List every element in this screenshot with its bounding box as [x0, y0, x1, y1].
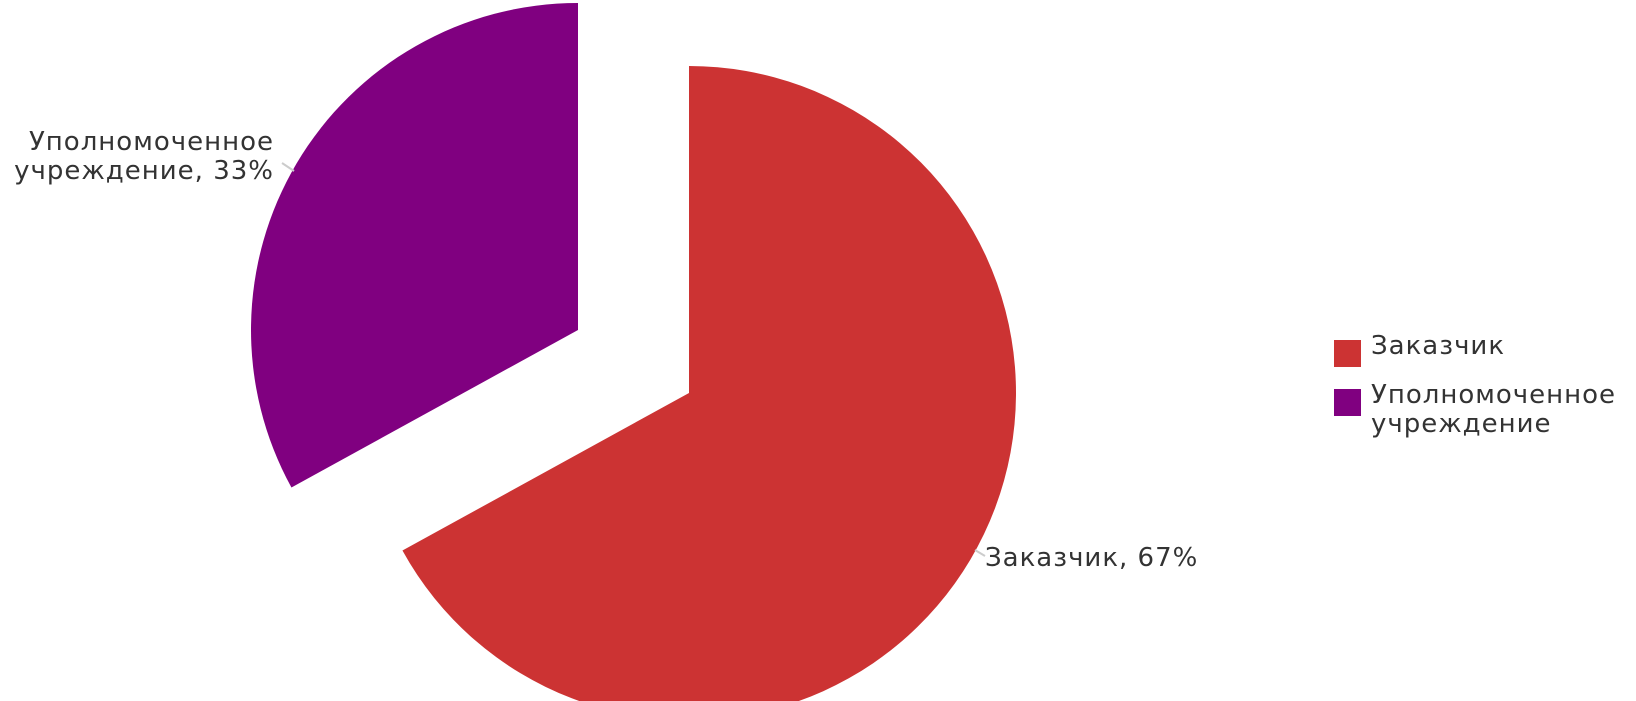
- slice-label-leader-1: [281, 162, 295, 172]
- pie-slice-1[interactable]: [250, 3, 579, 488]
- chart-legend: Заказчик Уполномоченное учреждение: [1334, 332, 1634, 453]
- legend-label-zakazchik: Заказчик: [1371, 331, 1506, 361]
- slice-label-0: Заказчик, 67%: [985, 543, 1198, 573]
- legend-item-upolnomochennoe-uchrezhdenie[interactable]: Уполномоченное учреждение: [1334, 381, 1634, 439]
- slice-label-1: Уполномоченное учреждение, 33%: [14, 127, 274, 186]
- legend-swatch-upolnomochennoe-uchrezhdenie: [1334, 389, 1361, 416]
- pie-slice-0[interactable]: [402, 66, 1016, 701]
- legend-swatch-zakazchik: [1334, 340, 1361, 367]
- legend-label-upolnomochennoe-uchrezhdenie: Уполномоченное учреждение: [1371, 380, 1617, 439]
- legend-item-zakazchik[interactable]: Заказчик: [1334, 332, 1634, 367]
- slice-label-leader-0: [974, 549, 986, 557]
